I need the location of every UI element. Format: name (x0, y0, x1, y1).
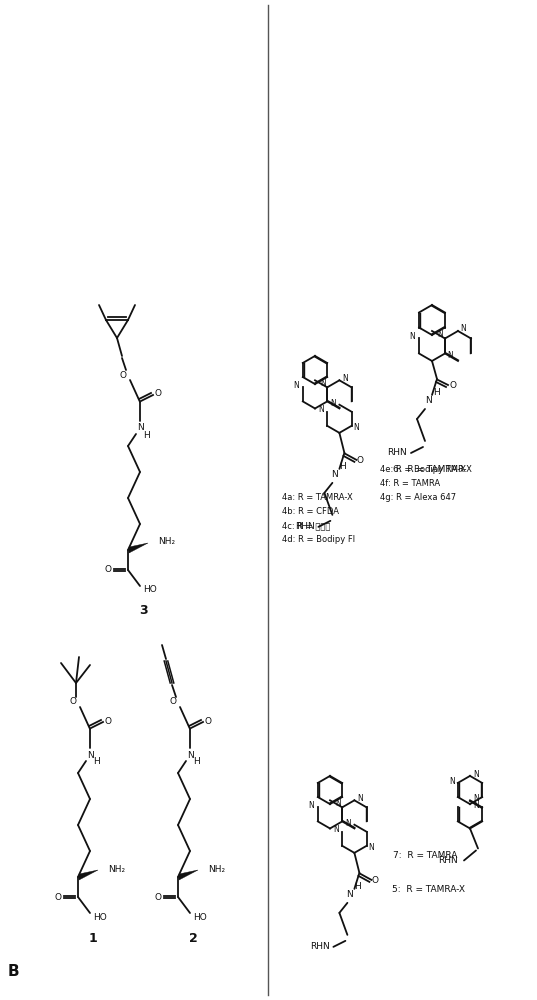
Text: H: H (339, 462, 346, 471)
Text: 1: 1 (89, 932, 97, 944)
Text: O: O (155, 892, 162, 902)
Text: HO: HO (143, 585, 157, 594)
Text: N: N (449, 777, 455, 786)
Text: O: O (357, 456, 364, 465)
Text: 6:  R = TAMRA-X: 6: R = TAMRA-X (393, 466, 466, 475)
Text: 4a: R = TAMRA-X: 4a: R = TAMRA-X (282, 493, 353, 502)
Text: N: N (333, 825, 339, 834)
Text: O: O (155, 389, 162, 398)
Text: N: N (358, 794, 363, 803)
Text: H: H (143, 430, 150, 440)
Text: 4e: R = Bodipy TMR-X: 4e: R = Bodipy TMR-X (380, 466, 472, 475)
Text: NH₂: NH₂ (108, 864, 125, 874)
Text: O: O (105, 566, 112, 574)
Text: N: N (447, 351, 453, 360)
Text: O: O (449, 381, 456, 390)
Text: NH₂: NH₂ (158, 538, 175, 546)
Text: N: N (345, 819, 351, 828)
Text: N: N (320, 379, 326, 388)
Text: H: H (194, 758, 200, 766)
Text: O: O (54, 892, 62, 902)
Text: O: O (205, 716, 212, 726)
Text: N: N (86, 750, 93, 760)
Text: N: N (437, 330, 443, 339)
Text: N: N (331, 470, 338, 479)
Text: N: N (308, 801, 314, 810)
Text: 2: 2 (188, 932, 198, 944)
Text: RHN: RHN (387, 448, 407, 457)
Text: H: H (433, 388, 439, 397)
Text: N: N (187, 750, 193, 760)
Text: 3: 3 (139, 604, 147, 617)
Text: N: N (426, 396, 432, 405)
Text: RHN: RHN (438, 856, 458, 865)
Polygon shape (79, 870, 98, 880)
Text: O: O (170, 698, 177, 706)
Text: O: O (105, 716, 112, 726)
Text: N: N (335, 799, 341, 808)
Text: NH₂: NH₂ (208, 864, 225, 874)
Text: 4d: R = Bodipy Fl: 4d: R = Bodipy Fl (282, 536, 355, 544)
Polygon shape (179, 870, 198, 880)
Text: RHN: RHN (310, 942, 329, 951)
Text: N: N (354, 423, 359, 432)
Text: N: N (318, 405, 324, 414)
Polygon shape (129, 543, 148, 553)
Text: N: N (473, 801, 479, 810)
Text: 4f: R = TAMRA: 4f: R = TAMRA (380, 480, 440, 488)
Text: N: N (473, 770, 479, 779)
Text: 4b: R = CFDA: 4b: R = CFDA (282, 508, 339, 516)
Text: N: N (346, 890, 353, 899)
Text: B: B (8, 964, 20, 980)
Text: N: N (343, 374, 349, 383)
Text: N: N (136, 424, 143, 432)
Text: N: N (460, 324, 466, 333)
Text: H: H (93, 758, 100, 766)
Text: H: H (354, 882, 361, 891)
Text: O: O (120, 370, 127, 379)
Text: N: N (330, 399, 336, 408)
Text: N: N (369, 843, 374, 852)
Text: O: O (372, 876, 379, 885)
Text: HO: HO (93, 912, 107, 922)
Text: HO: HO (193, 912, 207, 922)
Text: 4g: R = Alexa 647: 4g: R = Alexa 647 (380, 493, 456, 502)
Text: O: O (69, 698, 76, 706)
Text: 4c: R = 荧光素: 4c: R = 荧光素 (282, 522, 330, 530)
Text: N: N (409, 332, 415, 341)
Text: N: N (293, 381, 299, 390)
Text: 5:  R = TAMRA-X: 5: R = TAMRA-X (392, 886, 465, 894)
Text: N: N (473, 794, 479, 803)
Text: RHN: RHN (295, 522, 314, 531)
Text: 7:  R = TAMRA: 7: R = TAMRA (393, 850, 458, 859)
